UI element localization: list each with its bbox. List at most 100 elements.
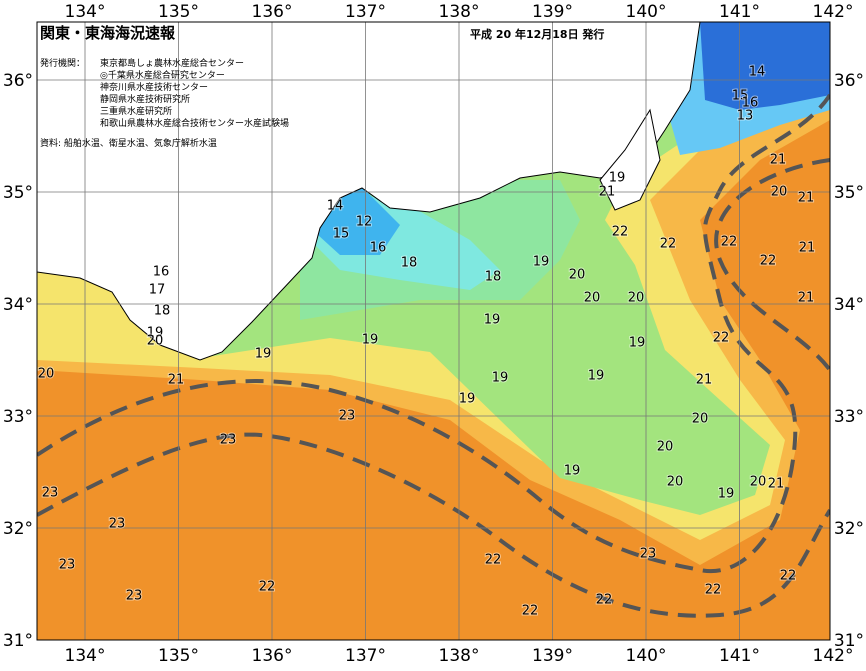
- contour-label: 23: [640, 547, 657, 562]
- contour-label: 20: [657, 440, 674, 455]
- contour-label: 22: [612, 225, 629, 240]
- current-line: [37, 93, 830, 574]
- lat-label: 33°: [3, 407, 33, 427]
- issuer: ◎千葉県水産総合研究センター: [100, 69, 225, 81]
- contour-label: 23: [59, 558, 76, 573]
- lat-label: 32°: [834, 519, 864, 539]
- current-axis: [37, 93, 830, 618]
- map-frame: [36, 21, 831, 641]
- contour-label: 14: [327, 199, 344, 214]
- issue-date: 平成 20 年12月18日 発行: [470, 27, 604, 41]
- issuer: 和歌山県農林水産総合技術センター水産試験場: [100, 117, 289, 129]
- contour-label: 12: [356, 215, 373, 230]
- contour-label: 20: [147, 334, 164, 349]
- issuer: 三重県水産研究所: [100, 105, 172, 117]
- current-line: [37, 432, 830, 618]
- contour-label: 19: [492, 371, 509, 386]
- contour-label: 19: [484, 313, 501, 328]
- lon-label: 136°: [252, 2, 293, 22]
- contour-label: 18: [485, 270, 502, 285]
- lon-label: 142°: [813, 646, 854, 666]
- contour-label: 20: [569, 268, 586, 283]
- contour-label: 21: [798, 291, 815, 306]
- lat-label: 36°: [3, 71, 33, 91]
- lat-label: 31°: [3, 631, 33, 651]
- lon-label: 136°: [252, 646, 293, 666]
- lon-label: 139°: [532, 2, 573, 22]
- data-source: 資料: 船舶水温、衛星水温、気象庁解析水温: [40, 137, 217, 149]
- contour-label: 18: [401, 256, 418, 271]
- contour-label: 16: [153, 265, 170, 280]
- lat-label: 31°: [834, 631, 864, 651]
- contour-label: 19: [609, 171, 626, 186]
- lat-label: 32°: [3, 519, 33, 539]
- contour-label: 15: [732, 89, 749, 104]
- contour-label: 23: [126, 589, 143, 604]
- contour-label: 15: [333, 227, 350, 242]
- lon-label: 137°: [345, 2, 386, 22]
- contour-label: 20: [667, 475, 684, 490]
- contour-label: 20: [771, 185, 788, 200]
- cold-water: [700, 22, 830, 110]
- contour-label: 21: [799, 241, 816, 256]
- lat-label: 34°: [834, 295, 864, 315]
- contour-label: 23: [42, 486, 59, 501]
- labels: 東京都島しょ農林水産総合センター◎千葉県水産総合研究センター神奈川県水産技術セン…: [3, 2, 864, 666]
- contour-label: 20: [38, 367, 55, 382]
- lon-label: 135°: [158, 646, 199, 666]
- contour-label: 21: [770, 153, 787, 168]
- lon-label: 134°: [65, 646, 106, 666]
- lat-label: 35°: [3, 183, 33, 203]
- contour-label: 19: [588, 369, 605, 384]
- lon-label: 135°: [158, 2, 199, 22]
- contour-label: 19: [362, 333, 379, 348]
- contour-label: 22: [596, 593, 613, 608]
- contour-label: 23: [109, 517, 126, 532]
- contour-label: 22: [660, 237, 677, 252]
- contour-label: 19: [533, 255, 550, 270]
- contour-label: 22: [713, 331, 730, 346]
- contour-label: 22: [760, 254, 777, 269]
- grid: [37, 22, 830, 640]
- current-line: [714, 158, 830, 372]
- contour-label: 22: [485, 553, 502, 568]
- contour-label: 19: [564, 464, 581, 479]
- lon-label: 139°: [532, 646, 573, 666]
- lon-label: 138°: [439, 646, 480, 666]
- lat-label: 35°: [834, 183, 864, 203]
- contour-label: 23: [339, 409, 356, 424]
- lon-label: 142°: [813, 2, 854, 22]
- contour-label: 19: [718, 487, 735, 502]
- lon-label: 140°: [626, 2, 667, 22]
- land: [599, 108, 661, 211]
- lat-label: 34°: [3, 295, 33, 315]
- contour-label: 20: [628, 291, 645, 306]
- lon-label: 141°: [719, 2, 760, 22]
- contour-label: 21: [798, 191, 815, 206]
- contour-label: 19: [459, 392, 476, 407]
- contour-label: 14: [749, 65, 766, 80]
- contour-label: 13: [737, 109, 754, 124]
- lon-label: 137°: [345, 646, 386, 666]
- lon-label: 134°: [65, 2, 106, 22]
- issuer-label: 発行機関：: [40, 57, 85, 69]
- lon-label: 140°: [626, 646, 667, 666]
- lat-label: 33°: [834, 407, 864, 427]
- contour-label: 19: [629, 336, 646, 351]
- contour-label: 22: [522, 604, 539, 619]
- contour-label: 21: [768, 477, 785, 492]
- contour-label: 16: [742, 96, 759, 111]
- contour-label: 22: [780, 569, 797, 584]
- contour-label: 16: [370, 241, 387, 256]
- contour-label: 20: [750, 475, 767, 490]
- contour-label: 21: [168, 373, 185, 388]
- lon-label: 138°: [439, 2, 480, 22]
- contour-label: 22: [259, 580, 276, 595]
- issuer: 東京都島しょ農林水産総合センター: [100, 57, 244, 69]
- contour-label: 21: [599, 185, 616, 200]
- contour-label: 23: [220, 433, 237, 448]
- contour-label: 21: [696, 373, 713, 388]
- contour-label: 20: [692, 412, 709, 427]
- lat-label: 36°: [834, 71, 864, 91]
